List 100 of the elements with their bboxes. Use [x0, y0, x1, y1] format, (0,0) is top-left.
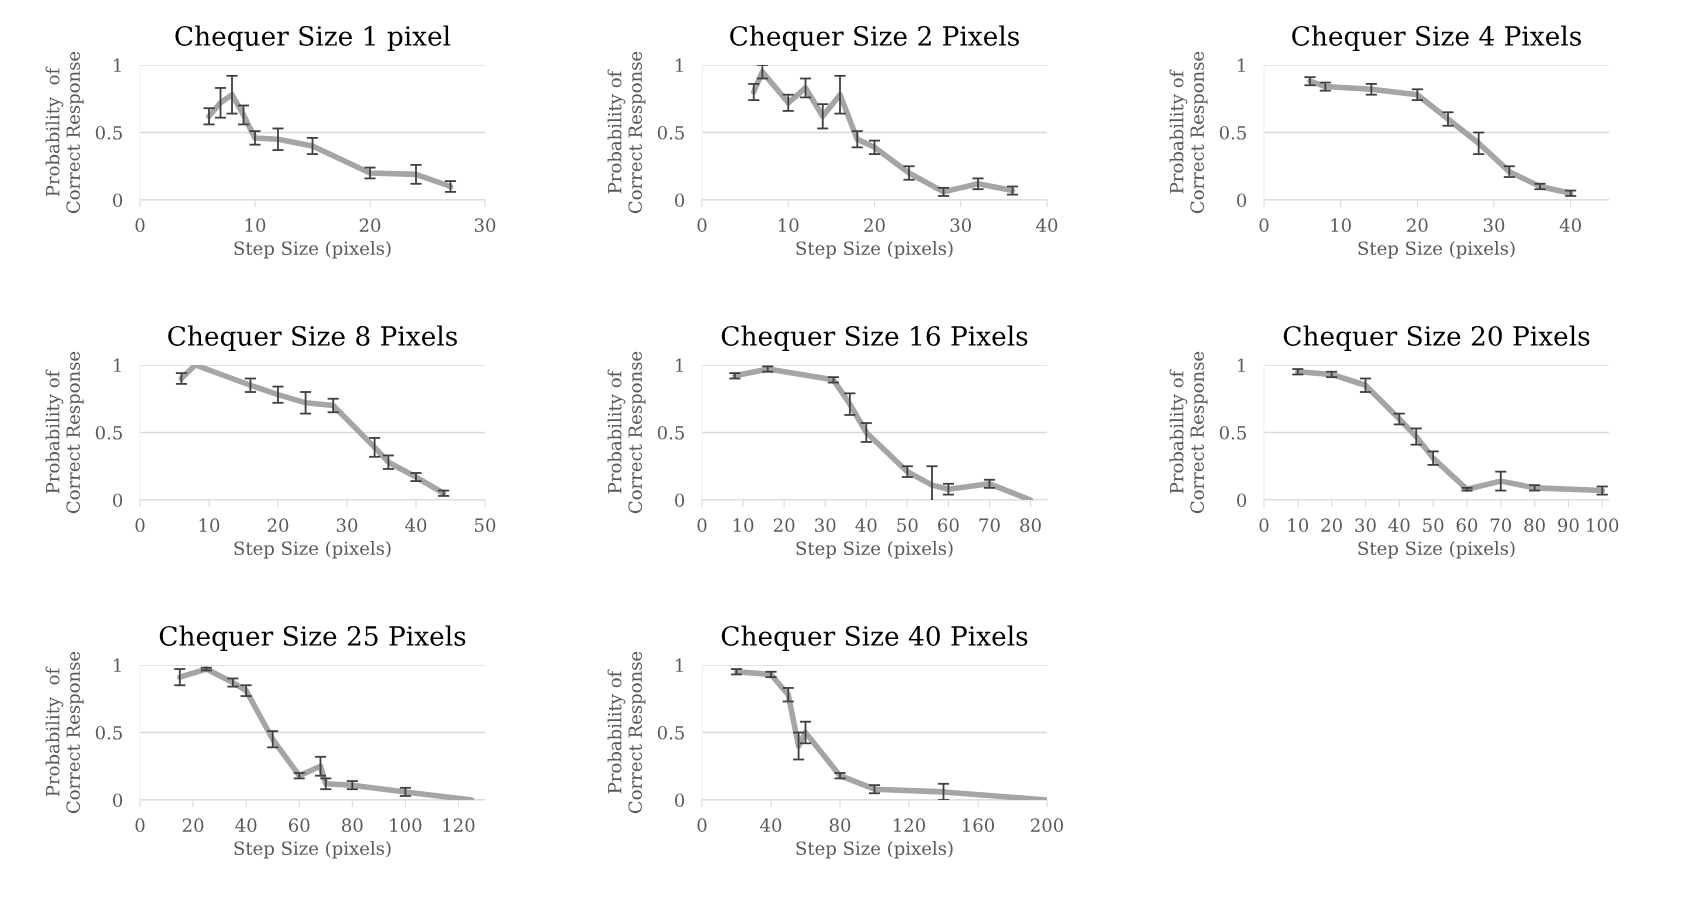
y-tick-label: 1 — [676, 358, 683, 372]
x-tick-label: 80 — [1524, 518, 1545, 533]
y-axis-title: Probability of Correct Response — [607, 51, 646, 214]
x-tick-label: 40 — [760, 818, 782, 833]
chart-title: Chequer Size 40 Pixels — [721, 625, 1028, 652]
x-tick-label: 70 — [979, 518, 1000, 533]
y-tick-label: 0 — [1237, 193, 1247, 208]
chart-title: Chequer Size 16 Pixels — [721, 325, 1028, 352]
x-tick-label: 50 — [897, 518, 918, 533]
y-tick-label: 1 — [1238, 58, 1245, 72]
x-tick-label: 100 — [1587, 518, 1619, 533]
x-tick-label: 40 — [405, 518, 427, 533]
x-tick-label: 20 — [1407, 218, 1428, 233]
x-axis-title: Step Size (pixels) — [796, 541, 953, 559]
x-tick-label: 60 — [1456, 518, 1478, 533]
x-tick-label: 40 — [1388, 518, 1410, 533]
chart-title: Chequer Size 4 Pixels — [1292, 25, 1581, 52]
x-tick-label: 30 — [950, 218, 972, 233]
y-tick-label: 1 — [676, 58, 683, 72]
x-tick-label: 60 — [288, 818, 310, 833]
y-tick-label: 0 — [113, 493, 123, 508]
x-tick-label: 30 — [1483, 218, 1505, 233]
x-axis-title: Step Size (pixels) — [234, 541, 391, 559]
x-tick-label: 0 — [697, 818, 707, 833]
y-axis-title: Probability of Correct Response — [45, 51, 84, 214]
y-tick-label: 0 — [113, 793, 123, 808]
x-tick-label: 40 — [855, 518, 877, 533]
x-tick-label: 30 — [336, 518, 358, 533]
x-tick-label: 0 — [135, 518, 145, 533]
x-tick-label: 80 — [1020, 518, 1041, 533]
x-tick-label: 20 — [864, 218, 885, 233]
x-tick-label: 0 — [697, 518, 707, 533]
y-tick-label: 0.5 — [95, 425, 122, 440]
y-tick-label: 0.5 — [95, 725, 122, 740]
y-axis-title: Probability of Correct Response — [1169, 51, 1208, 214]
x-tick-label: 10 — [245, 218, 266, 233]
x-tick-label: 80 — [829, 818, 851, 833]
x-tick-label: 40 — [1036, 218, 1058, 233]
x-axis-title: Step Size (pixels) — [1358, 241, 1515, 259]
x-tick-label: 120 — [443, 818, 475, 833]
y-axis-title: Probability of Correct Response — [1169, 351, 1208, 514]
chart-title: Chequer Size 8 Pixels — [168, 325, 457, 352]
y-tick-label: 0.5 — [657, 425, 684, 440]
chart-title: Chequer Size 25 Pixels — [159, 625, 466, 652]
x-axis-title: Step Size (pixels) — [796, 841, 953, 859]
x-tick-label: 0 — [135, 818, 145, 833]
x-tick-label: 90 — [1558, 518, 1579, 533]
y-tick-label: 0 — [113, 193, 123, 208]
y-tick-label: 0 — [675, 793, 685, 808]
x-tick-label: 10 — [1288, 518, 1309, 533]
y-tick-label: 0 — [1237, 493, 1247, 508]
chart-title: Chequer Size 1 pixel — [175, 25, 451, 52]
x-tick-label: 0 — [1259, 518, 1269, 533]
x-tick-label: 20 — [359, 218, 381, 233]
x-axis-title: Step Size (pixels) — [796, 241, 953, 259]
x-tick-label: 50 — [475, 518, 496, 533]
x-tick-label: 80 — [342, 818, 363, 833]
x-tick-label: 200 — [1030, 818, 1064, 833]
x-tick-label: 120 — [893, 818, 926, 833]
x-tick-label: 30 — [1355, 518, 1376, 533]
x-tick-label: 70 — [1490, 518, 1512, 533]
y-axis-title: Probability of Correct Response — [45, 651, 84, 814]
x-tick-label: 0 — [1259, 218, 1269, 233]
x-axis-title: Step Size (pixels) — [234, 841, 391, 859]
x-tick-label: 20 — [1321, 518, 1342, 533]
y-tick-label: 0.5 — [657, 725, 684, 740]
y-tick-label: 0.5 — [657, 125, 684, 140]
x-tick-label: 10 — [199, 518, 220, 533]
x-tick-label: 10 — [733, 518, 754, 533]
y-tick-label: 1 — [114, 658, 121, 672]
y-tick-label: 1 — [114, 58, 121, 72]
x-tick-label: 60 — [938, 518, 959, 533]
y-axis-title: Probability of Correct Response — [607, 351, 646, 514]
x-tick-label: 50 — [1423, 518, 1444, 533]
x-tick-label: 160 — [962, 818, 995, 833]
y-tick-label: 1 — [114, 358, 121, 372]
x-tick-label: 20 — [773, 518, 795, 533]
y-tick-label: 0.5 — [1219, 425, 1246, 440]
x-tick-label: 10 — [1331, 218, 1351, 233]
y-axis-title: Probability of Correct Response — [607, 651, 646, 814]
x-tick-label: 20 — [267, 518, 289, 533]
x-tick-label: 30 — [474, 218, 496, 233]
x-tick-label: 0 — [135, 218, 145, 233]
x-tick-label: 40 — [235, 818, 257, 833]
x-tick-label: 20 — [182, 818, 204, 833]
y-tick-label: 0 — [675, 493, 685, 508]
x-axis-title: Step Size (pixels) — [1358, 541, 1515, 559]
x-tick-label: 10 — [778, 218, 799, 233]
y-tick-label: 0 — [675, 193, 685, 208]
chart-title: Chequer Size 20 Pixels — [1283, 325, 1590, 352]
y-tick-label: 1 — [1238, 358, 1245, 372]
y-tick-label: 0.5 — [95, 125, 122, 140]
x-tick-label: 40 — [1559, 218, 1581, 233]
y-tick-label: 0.5 — [1219, 125, 1246, 140]
y-tick-label: 1 — [676, 658, 683, 672]
chart-title: Chequer Size 2 Pixels — [730, 25, 1019, 52]
x-tick-label: 0 — [697, 218, 707, 233]
x-tick-label: 100 — [390, 818, 422, 833]
x-tick-label: 30 — [815, 518, 836, 533]
x-axis-title: Step Size (pixels) — [234, 241, 391, 259]
